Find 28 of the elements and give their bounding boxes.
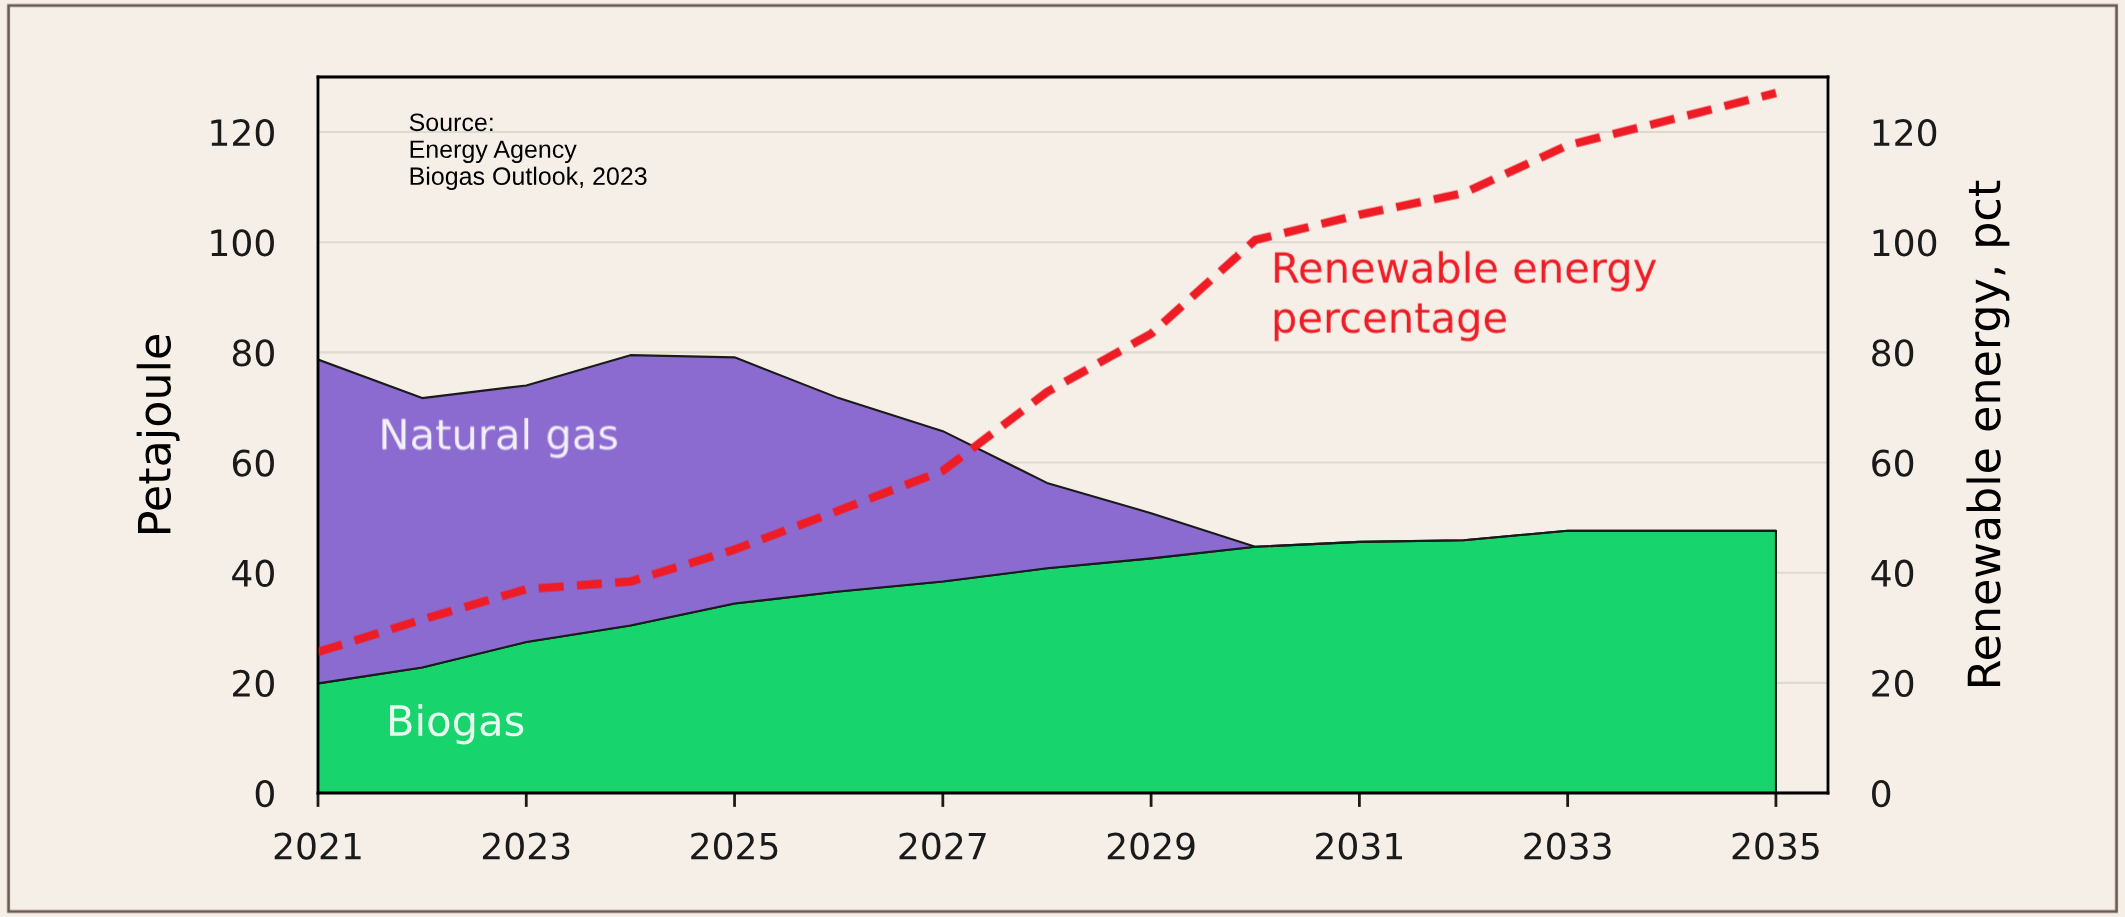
- y2-tick-label: 40: [1871, 559, 1914, 587]
- y2-tick-label: 60: [1872, 449, 1914, 477]
- x-tick-label: 2035: [1732, 832, 1819, 860]
- x-tick-label: 2027: [899, 832, 986, 860]
- series-label: Renewable energy percentage: [1274, 251, 1657, 342]
- y2-axis-title: Renewable energy, pct: [1966, 180, 2010, 686]
- y2-tick-label: 80: [1872, 339, 1914, 367]
- annotation: Source: Energy Agency Biogas Outlook, 2023: [409, 113, 647, 190]
- y2-tick-label: 100: [1873, 229, 1937, 257]
- x-tick-label: 2021: [274, 832, 361, 860]
- y-tick-label: 120: [211, 119, 274, 147]
- y-axis-title: Petajoule: [136, 335, 180, 533]
- y-tick-label: 0: [255, 779, 274, 808]
- y-tick-label: 100: [211, 229, 274, 257]
- series-label: Natural gas: [382, 417, 617, 458]
- x-tick-label: 2033: [1524, 832, 1611, 860]
- y-tick-label: 80: [232, 339, 274, 367]
- x-tick-label: 2025: [691, 832, 778, 860]
- y2-tick-label: 0: [1872, 779, 1891, 808]
- x-tick-label: 2031: [1316, 832, 1402, 860]
- series-label: Biogas: [390, 704, 524, 745]
- x-tick-label: 2023: [482, 832, 570, 860]
- y-tick-label: 20: [233, 669, 274, 698]
- y-tick-label: 60: [232, 449, 274, 477]
- x-tick-label: 2029: [1107, 832, 1195, 860]
- y2-tick-label: 20: [1872, 669, 1914, 698]
- y2-tick-label: 120: [1873, 119, 1937, 147]
- y-tick-label: 40: [232, 559, 274, 587]
